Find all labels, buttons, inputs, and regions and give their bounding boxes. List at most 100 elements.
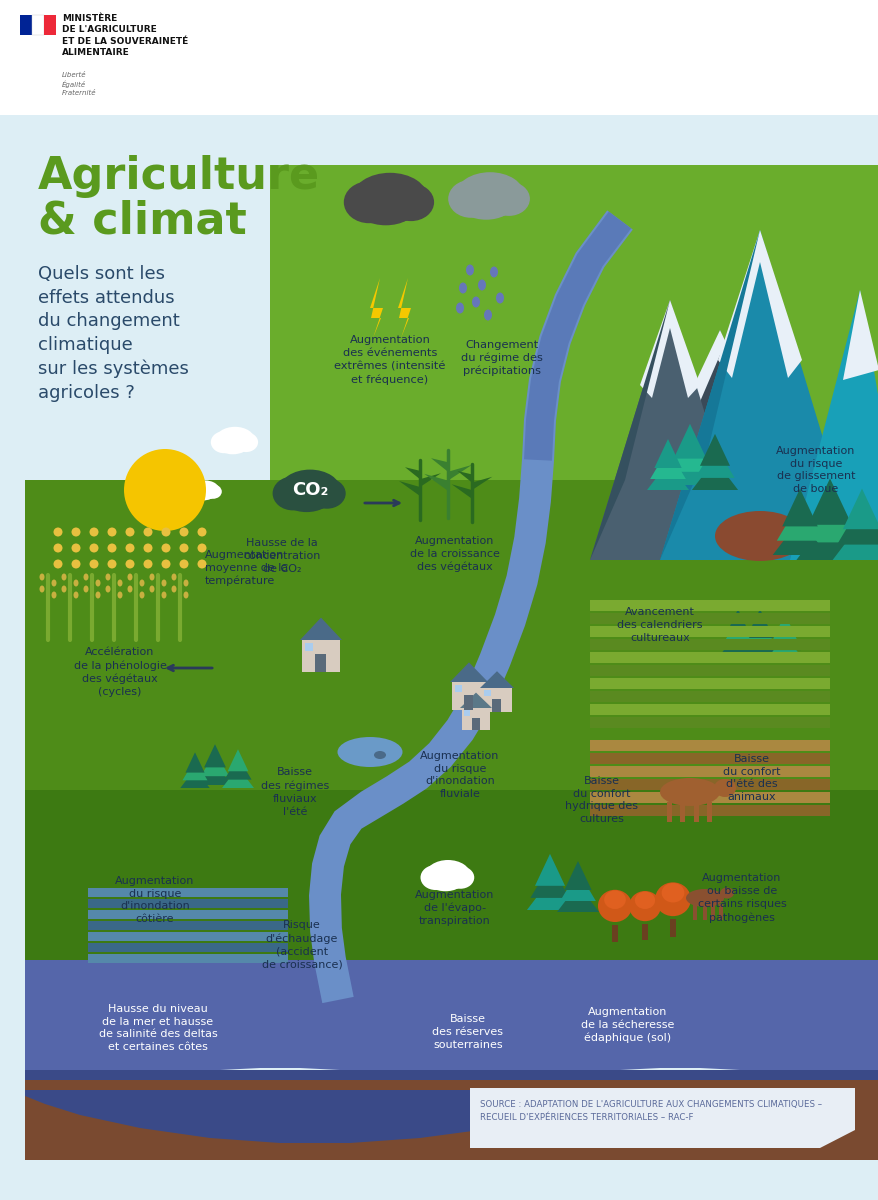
Text: SOURCE : ADAPTATION DE L'AGRICULTURE AUX CHANGEMENTS CLIMATIQUES –
RECUEIL D'EXP: SOURCE : ADAPTATION DE L'AGRICULTURE AUX… bbox=[479, 1100, 821, 1122]
Ellipse shape bbox=[184, 592, 188, 599]
Ellipse shape bbox=[149, 586, 155, 593]
Bar bbox=[492, 698, 500, 712]
Text: Risque
d'échaudage
(accident
de croissance): Risque d'échaudage (accident de croissan… bbox=[262, 920, 342, 970]
Bar bbox=[471, 718, 479, 730]
Bar bbox=[88, 922, 288, 930]
Bar bbox=[462, 708, 489, 730]
Polygon shape bbox=[526, 880, 572, 910]
Polygon shape bbox=[646, 462, 688, 490]
Ellipse shape bbox=[495, 293, 503, 304]
Text: Augmentation
moyenne de la
température: Augmentation moyenne de la température bbox=[205, 550, 288, 586]
Polygon shape bbox=[717, 631, 758, 658]
Ellipse shape bbox=[487, 181, 529, 216]
Ellipse shape bbox=[215, 427, 255, 454]
Ellipse shape bbox=[96, 580, 100, 587]
Ellipse shape bbox=[191, 480, 220, 499]
Bar bbox=[694, 802, 698, 822]
Bar bbox=[589, 613, 829, 624]
Ellipse shape bbox=[211, 431, 237, 454]
Ellipse shape bbox=[337, 737, 402, 767]
Bar bbox=[706, 802, 711, 822]
Ellipse shape bbox=[489, 266, 498, 277]
Ellipse shape bbox=[118, 592, 122, 599]
Polygon shape bbox=[25, 1080, 878, 1160]
Ellipse shape bbox=[308, 478, 345, 509]
Ellipse shape bbox=[162, 559, 170, 569]
Polygon shape bbox=[659, 230, 759, 560]
Ellipse shape bbox=[40, 574, 45, 581]
Ellipse shape bbox=[52, 592, 56, 599]
Polygon shape bbox=[639, 330, 799, 560]
Polygon shape bbox=[183, 760, 207, 780]
Polygon shape bbox=[457, 470, 471, 482]
Polygon shape bbox=[299, 618, 342, 640]
Text: Baisse
des réserves
souterraines: Baisse des réserves souterraines bbox=[432, 1014, 503, 1050]
Text: Augmentation
des événements
extrêmes (intensité
et fréquence): Augmentation des événements extrêmes (in… bbox=[334, 336, 445, 384]
Polygon shape bbox=[836, 503, 878, 545]
Ellipse shape bbox=[184, 580, 188, 587]
Ellipse shape bbox=[105, 586, 111, 593]
Ellipse shape bbox=[90, 544, 98, 552]
Text: Agriculture
& climat: Agriculture & climat bbox=[38, 155, 320, 242]
Polygon shape bbox=[309, 210, 632, 1003]
Ellipse shape bbox=[74, 592, 78, 599]
Bar bbox=[25, 1070, 878, 1160]
Ellipse shape bbox=[456, 302, 464, 313]
Polygon shape bbox=[589, 300, 669, 560]
Polygon shape bbox=[717, 230, 801, 378]
Ellipse shape bbox=[661, 883, 684, 902]
Ellipse shape bbox=[343, 181, 393, 223]
Text: Baisse
du confort
hydrique des
cultures: Baisse du confort hydrique des cultures bbox=[565, 775, 637, 824]
Ellipse shape bbox=[685, 889, 723, 907]
Ellipse shape bbox=[198, 544, 206, 552]
Bar bbox=[302, 640, 340, 672]
Polygon shape bbox=[25, 480, 878, 870]
Text: Accélération
de la phénologie
des végétaux
(cycles): Accélération de la phénologie des végéta… bbox=[74, 647, 166, 697]
Ellipse shape bbox=[198, 559, 206, 569]
Polygon shape bbox=[450, 662, 487, 682]
Text: Avancement
des calendriers
cultureaux: Avancement des calendriers cultureaux bbox=[616, 607, 702, 643]
Ellipse shape bbox=[162, 544, 170, 552]
Polygon shape bbox=[448, 464, 471, 480]
Polygon shape bbox=[479, 671, 514, 688]
Polygon shape bbox=[459, 692, 492, 708]
Ellipse shape bbox=[83, 586, 89, 593]
Ellipse shape bbox=[204, 485, 221, 499]
Polygon shape bbox=[471, 476, 492, 490]
Polygon shape bbox=[589, 300, 749, 560]
Polygon shape bbox=[699, 434, 730, 466]
Ellipse shape bbox=[659, 778, 719, 806]
Bar bbox=[718, 904, 723, 920]
Bar bbox=[589, 652, 829, 662]
Bar bbox=[464, 710, 470, 715]
Polygon shape bbox=[673, 424, 706, 458]
Polygon shape bbox=[180, 769, 210, 788]
Polygon shape bbox=[842, 290, 878, 380]
Polygon shape bbox=[470, 1088, 854, 1148]
Bar bbox=[589, 691, 829, 702]
Bar bbox=[88, 954, 288, 962]
Ellipse shape bbox=[283, 485, 330, 512]
Polygon shape bbox=[270, 164, 878, 562]
Bar bbox=[88, 910, 288, 919]
Polygon shape bbox=[224, 757, 251, 780]
Polygon shape bbox=[776, 502, 823, 541]
Ellipse shape bbox=[40, 586, 45, 593]
Polygon shape bbox=[198, 763, 232, 785]
Ellipse shape bbox=[179, 544, 188, 552]
Bar bbox=[702, 904, 706, 920]
Text: Liberté
Égalité
Fraternité: Liberté Égalité Fraternité bbox=[62, 72, 97, 96]
Polygon shape bbox=[842, 488, 878, 529]
Ellipse shape bbox=[425, 860, 470, 890]
Ellipse shape bbox=[654, 882, 690, 916]
Ellipse shape bbox=[171, 574, 176, 581]
Bar bbox=[88, 899, 288, 908]
Polygon shape bbox=[424, 474, 448, 491]
Polygon shape bbox=[420, 473, 441, 487]
Bar bbox=[589, 805, 829, 816]
Polygon shape bbox=[801, 494, 858, 542]
Bar bbox=[481, 688, 511, 712]
Ellipse shape bbox=[356, 192, 414, 226]
Ellipse shape bbox=[471, 296, 479, 307]
Ellipse shape bbox=[234, 432, 258, 452]
